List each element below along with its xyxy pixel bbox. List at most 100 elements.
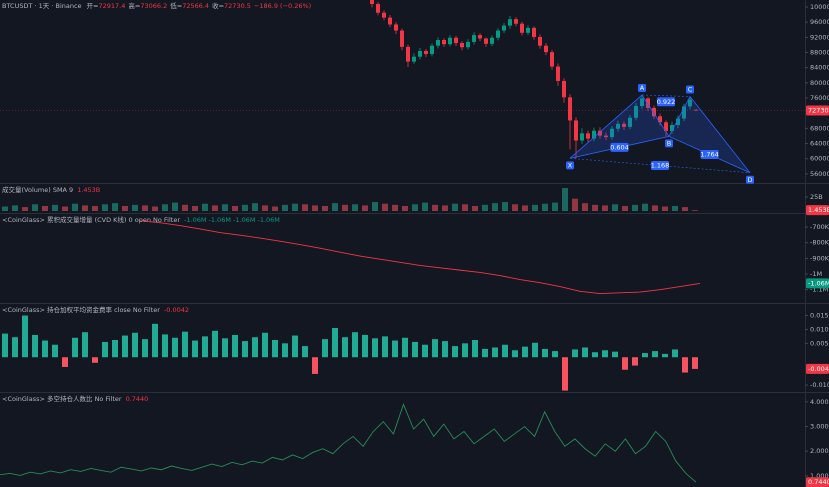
bar [362, 205, 368, 211]
bar [2, 333, 8, 358]
bar [572, 349, 578, 358]
candle-body [676, 118, 680, 125]
candle-body [670, 124, 674, 132]
bar [302, 204, 308, 211]
pattern-point-box [686, 85, 694, 94]
bar [412, 204, 418, 211]
bar [592, 352, 598, 358]
candle-body [466, 41, 470, 48]
bar [262, 205, 268, 211]
bar [112, 339, 118, 358]
y-tick-label: 100000.0 [810, 3, 829, 11]
y-tick-label: -700K [810, 223, 829, 231]
candle-body [664, 122, 668, 132]
y-tick-label: 4.0000 [810, 398, 829, 406]
bar [562, 188, 568, 211]
pattern-ratio-line [569, 136, 670, 159]
candle-body [430, 45, 434, 55]
bar [382, 336, 388, 358]
bar [572, 198, 578, 211]
bar [582, 347, 588, 358]
bar [472, 339, 478, 358]
bar [552, 202, 558, 211]
last-value-label: -1.06M [808, 279, 829, 287]
last-value-badge [806, 477, 829, 487]
bar [312, 357, 318, 374]
y-tick-label: 92000.0 [810, 33, 829, 41]
y-tick-label: -900K [810, 254, 829, 262]
bar [552, 351, 558, 358]
bar [342, 337, 348, 358]
candle-body [436, 40, 440, 46]
bar [202, 336, 208, 358]
bar [502, 344, 508, 358]
bar [32, 334, 38, 358]
bar [452, 346, 458, 358]
pane-title: <CoinGlass> 累积成交量增量 (CVD K线) 0 open No F… [2, 215, 180, 224]
pattern-point-box [566, 161, 574, 170]
ohlc-label: 开= [87, 2, 99, 10]
bar [312, 205, 318, 211]
bar [262, 332, 268, 358]
candle-body [520, 23, 524, 33]
pattern-point-label: B [667, 139, 671, 147]
bar [242, 204, 248, 211]
bar [402, 337, 408, 358]
candle-body [400, 30, 404, 47]
bar [232, 334, 238, 358]
bar [222, 204, 228, 211]
pattern-point-box [638, 84, 646, 93]
candle-body [532, 27, 536, 37]
bar [662, 353, 668, 358]
bar [532, 204, 538, 211]
bar [532, 342, 538, 358]
bar [322, 205, 328, 211]
candle-body [658, 116, 662, 123]
ohlc-label: 低= [170, 1, 182, 10]
bar [632, 357, 638, 366]
candle-body [646, 98, 650, 108]
candle-body [472, 35, 476, 42]
last-value-label: -0.0042 [808, 365, 829, 373]
candle-body [508, 19, 512, 26]
bar [12, 205, 18, 211]
ohlc-label: 高= [128, 1, 140, 10]
bar [62, 206, 68, 211]
bar [352, 332, 358, 358]
candle-body [598, 130, 602, 136]
bar [2, 206, 8, 211]
y-tick-label: 96000.0 [810, 18, 829, 26]
bar [432, 339, 438, 358]
bar [272, 206, 278, 211]
bar [442, 341, 448, 358]
price-change: −186.9 (−0.26%) [254, 2, 311, 10]
series-line [139, 220, 701, 295]
y-tick-label: 84000.0 [810, 64, 829, 72]
pattern-point-label: A [640, 84, 645, 92]
candle-body [628, 117, 632, 127]
bar [442, 205, 448, 211]
bar [12, 337, 18, 358]
bar [162, 204, 168, 211]
pane-value: 1.453B [77, 186, 100, 194]
last-value-badge [806, 105, 829, 116]
bar [92, 205, 98, 211]
bar [422, 202, 428, 211]
bar [672, 349, 678, 358]
pane-value: -1.06M -1.06M -1.06M -1.06M [184, 216, 280, 224]
bar [542, 348, 548, 358]
y-tick-label: 0.0050 [810, 339, 829, 347]
candle-body [580, 133, 584, 141]
bar [692, 357, 698, 369]
bar [92, 357, 98, 363]
candle-body [682, 106, 686, 119]
bar [372, 338, 378, 358]
bar [602, 205, 608, 211]
candle-body [688, 99, 692, 107]
candle-body [382, 12, 386, 18]
bar [402, 205, 408, 211]
y-tick-label: 60000.0 [810, 155, 829, 163]
candle-body [592, 130, 596, 139]
